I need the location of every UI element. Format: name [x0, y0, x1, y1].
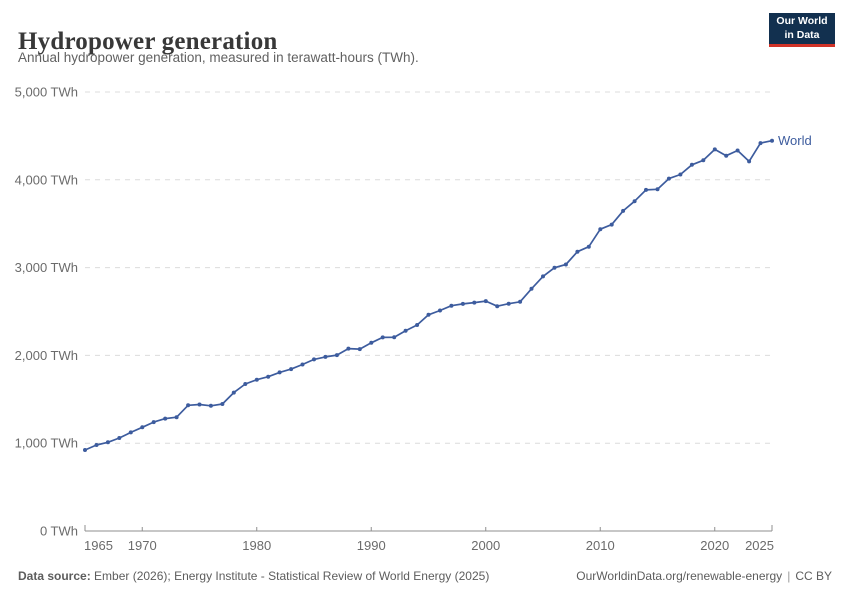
data-point-marker[interactable] [770, 138, 774, 143]
data-point-marker[interactable] [197, 402, 202, 407]
data-point-marker[interactable] [575, 249, 580, 254]
x-axis-label: 1980 [242, 538, 271, 553]
y-axis-label: 3,000 TWh [15, 260, 78, 275]
data-point-marker[interactable] [380, 335, 385, 340]
data-point-marker[interactable] [289, 367, 294, 372]
data-point-marker[interactable] [644, 187, 648, 192]
owid-url-link[interactable]: OurWorldinData.org/renewable-energy [576, 569, 783, 583]
owid-logo[interactable]: Our World in Data [769, 13, 835, 47]
owid-logo-line2: in Data [784, 28, 820, 41]
data-point-marker[interactable] [712, 147, 717, 152]
x-axis-label: 2020 [700, 538, 729, 553]
data-point-marker[interactable] [529, 286, 534, 291]
data-point-marker[interactable] [128, 430, 133, 435]
data-point-marker[interactable] [186, 403, 191, 408]
y-axis-label: 2,000 TWh [15, 348, 78, 363]
x-axis-label: 1970 [128, 538, 157, 553]
footer: Data source: Ember (2026); Energy Instit… [18, 569, 832, 583]
data-point-marker[interactable] [151, 420, 156, 425]
license-link[interactable]: CC BY [795, 569, 832, 583]
x-axis-label: 2000 [471, 538, 500, 553]
data-source-text: Ember (2026); Energy Institute - Statist… [90, 569, 490, 583]
data-point-marker[interactable] [369, 340, 374, 345]
data-point-marker[interactable] [426, 312, 431, 317]
y-axis-label: 1,000 TWh [15, 436, 78, 451]
y-axis-label: 4,000 TWh [15, 172, 78, 187]
owid-logo-line1: Our World [776, 15, 828, 28]
data-point-marker[interactable] [563, 262, 568, 267]
data-point-marker[interactable] [678, 172, 683, 177]
data-point-marker[interactable] [243, 382, 248, 386]
series-label-world[interactable]: World [778, 133, 812, 148]
x-axis-label: 1990 [357, 538, 386, 553]
data-point-marker[interactable] [666, 176, 671, 181]
data-point-marker[interactable] [438, 308, 442, 313]
data-point-marker[interactable] [415, 323, 420, 327]
data-point-marker[interactable] [609, 222, 614, 227]
data-point-marker[interactable] [689, 162, 694, 167]
x-axis-label: 2010 [586, 538, 615, 553]
data-point-marker[interactable] [174, 415, 179, 420]
footer-links: OurWorldinData.org/renewable-energy | CC B… [576, 569, 832, 583]
data-point-marker[interactable] [747, 159, 752, 164]
data-point-marker[interactable] [518, 299, 523, 304]
data-point-marker[interactable] [220, 402, 225, 406]
x-axis-label: 2025 [745, 538, 774, 553]
data-point-marker[interactable] [449, 303, 454, 308]
data-point-marker[interactable] [541, 274, 545, 279]
data-point-marker[interactable] [701, 158, 706, 163]
data-point-marker[interactable] [254, 377, 259, 382]
data-point-marker[interactable] [277, 370, 282, 375]
data-point-marker[interactable] [483, 299, 488, 304]
data-point-marker[interactable] [208, 403, 213, 408]
data-point-marker[interactable] [552, 265, 557, 270]
data-point-marker[interactable] [632, 199, 637, 204]
data-point-marker[interactable] [598, 227, 603, 232]
data-source-note: Data source: Ember (2026); Energy Instit… [18, 569, 489, 583]
y-axis-label: 5,000 TWh [15, 85, 78, 100]
data-point-marker[interactable] [117, 436, 122, 440]
footer-separator: | [787, 569, 791, 583]
data-point-marker[interactable] [140, 425, 145, 430]
data-point-marker[interactable] [655, 187, 660, 192]
data-point-marker[interactable] [472, 300, 477, 305]
data-point-marker[interactable] [506, 301, 511, 306]
data-source-label: Data source: [18, 569, 91, 583]
data-point-marker[interactable] [266, 374, 271, 379]
chart-subtitle: Annual hydropower generation, measured i… [18, 50, 419, 65]
chart-title: Hydropower generation [18, 27, 278, 55]
data-point-marker[interactable] [83, 448, 87, 452]
data-point-marker[interactable] [334, 353, 339, 358]
data-point-marker[interactable] [346, 346, 351, 351]
data-point-marker[interactable] [403, 328, 408, 333]
data-point-marker[interactable] [300, 362, 305, 367]
data-point-marker[interactable] [460, 301, 465, 306]
data-point-marker[interactable] [735, 148, 740, 153]
data-point-marker[interactable] [357, 347, 362, 352]
data-point-marker[interactable] [105, 440, 110, 445]
data-point-marker[interactable] [323, 354, 328, 359]
data-point-marker[interactable] [621, 208, 626, 213]
x-axis-label: 1965 [84, 538, 113, 553]
data-point-marker[interactable] [231, 390, 236, 395]
data-point-marker[interactable] [163, 416, 168, 421]
data-point-marker[interactable] [312, 357, 316, 362]
data-point-marker[interactable] [495, 304, 500, 309]
data-point-marker[interactable] [392, 335, 397, 340]
data-point-marker[interactable] [586, 244, 591, 249]
data-point-marker[interactable] [94, 443, 99, 447]
y-axis-label: 0 TWh [40, 524, 78, 539]
data-point-marker[interactable] [758, 141, 763, 146]
data-point-marker[interactable] [724, 153, 729, 158]
